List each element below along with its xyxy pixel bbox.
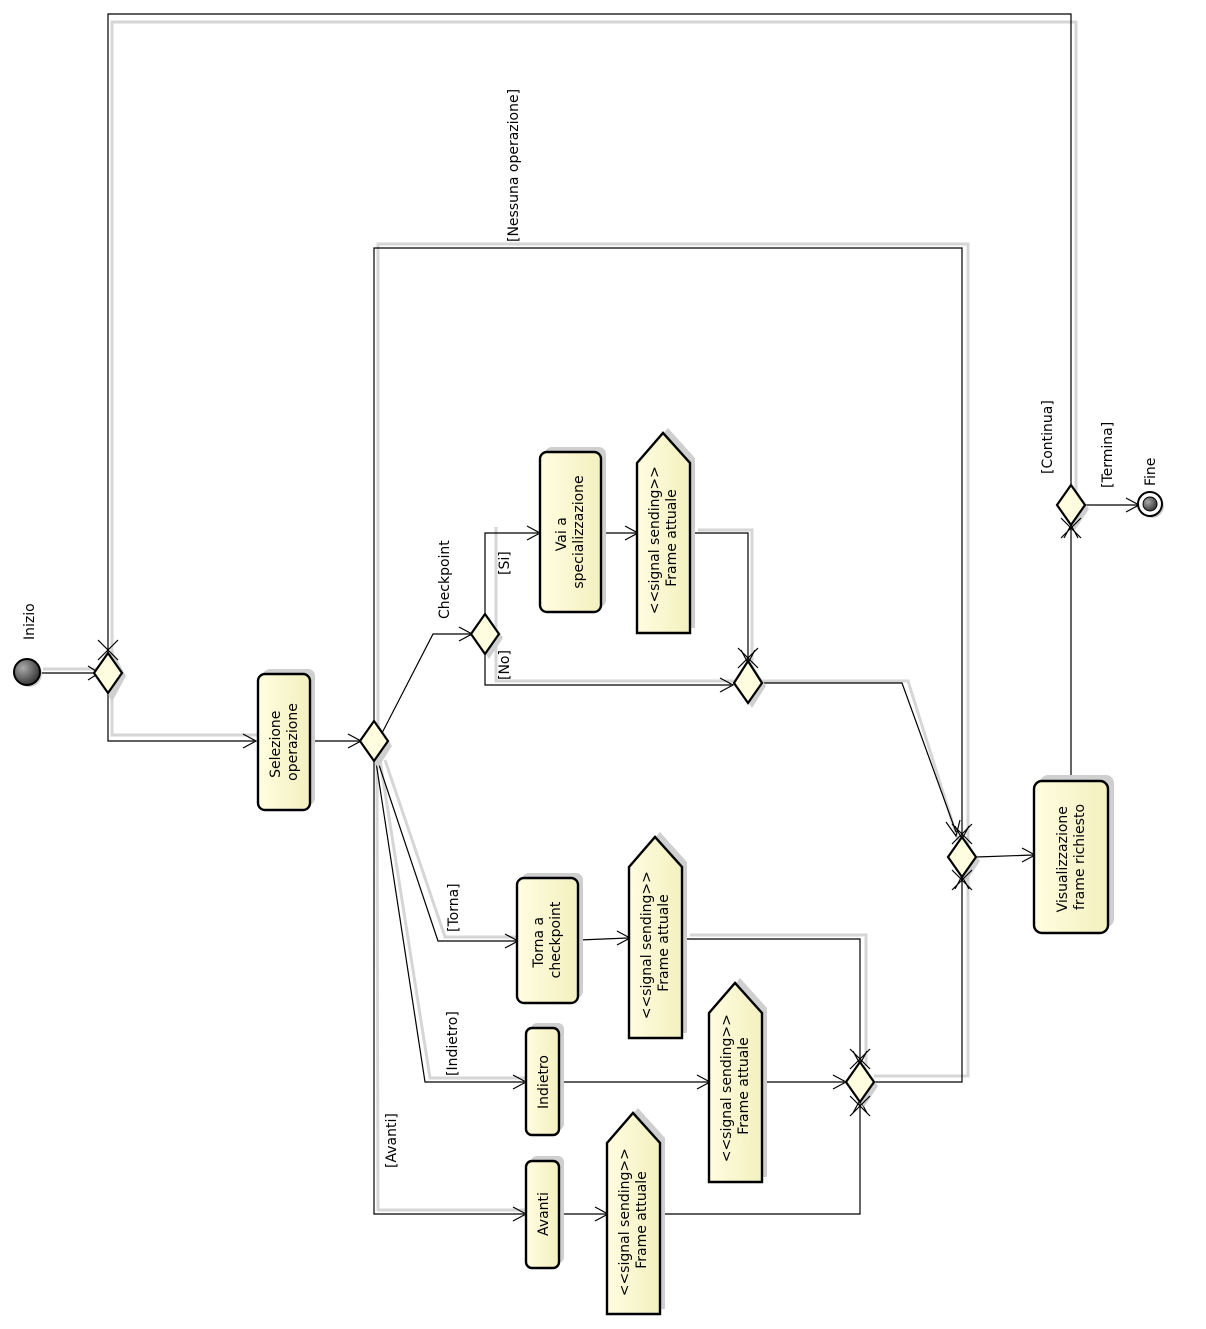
action-selezione-operazione: Selezione operazione: [256, 669, 315, 812]
action-vai-a-specializzazione-label: Vai a specializzazione: [554, 475, 587, 588]
merge-navigation: [844, 1048, 878, 1117]
guard-nessuna-operazione: [Nessuna operazione]: [506, 89, 522, 242]
edge-merge-to-selezione: [107, 693, 254, 742]
initial-node: [13, 658, 42, 687]
action-torna-a-checkpoint: Torna a checkpoint: [515, 873, 583, 1005]
guard-termina: [Termina]: [1100, 422, 1116, 488]
edge-nessuna-operazione: [373, 247, 963, 836]
decision-checkpoint: [469, 612, 503, 659]
edge-si: [484, 532, 538, 614]
guard-indietro: [Indietro]: [445, 1011, 461, 1076]
signal-sending-avanti: <<signal sending>> Frame attuale: [605, 1108, 665, 1316]
guard-continua: [Continua]: [1040, 400, 1056, 474]
edge-indietro: [375, 761, 524, 1083]
edge-merge1-to-merge3: [762, 682, 957, 833]
decision-continua-termina: [1055, 483, 1089, 539]
edge-merge2-to-merge3: [874, 878, 963, 1083]
action-indietro-label: Indietro: [536, 1055, 552, 1109]
edge-signal4-to-merge2: [660, 1102, 861, 1215]
action-vai-a-specializzazione: Vai a specializzazione: [538, 447, 606, 614]
guard-si: [Si]: [497, 551, 513, 575]
action-indietro: Indietro: [524, 1023, 564, 1137]
edge-signal2-to-merge2: [683, 938, 861, 1062]
edge-no: [484, 654, 731, 686]
guard-torna: [Torna]: [446, 883, 462, 932]
merge-final: [946, 823, 980, 891]
action-avanti: Avanti: [524, 1156, 564, 1270]
edge-continua-loop: [107, 13, 1072, 663]
action-avanti-label: Avanti: [536, 1192, 552, 1236]
edge-torna-to-signal: [578, 937, 629, 941]
signal-sending-avanti-label: <<signal sending>> Frame attuale: [617, 1144, 650, 1297]
action-visualizzazione-frame-label: Visualizzazione frame richiesto: [1055, 802, 1088, 913]
final-node: [1137, 491, 1164, 518]
action-visualizzazione-frame: Visualizzazione frame richiesto: [1032, 775, 1114, 935]
signal-sending-checkpoint-label: <<signal sending>> Frame attuale: [647, 462, 680, 615]
guard-avanti: [Avanti]: [384, 1113, 400, 1168]
label-inizio: Inizio: [22, 603, 38, 640]
guard-checkpoint: Checkpoint: [437, 540, 453, 619]
edge-merge3-to-visualizzazione: [976, 854, 1034, 858]
arrowheads: [87, 497, 1141, 1222]
signal-sending-torna-label: <<signal sending>> Frame attuale: [639, 867, 672, 1020]
decision-selezione: [358, 719, 392, 768]
action-selezione-operazione-label: Selezione operazione: [268, 703, 301, 781]
edges: [40, 13, 1137, 1215]
edge-signal1-to-merge: [690, 532, 749, 661]
edge-checkpoint: [380, 633, 470, 736]
decision-merge-start: [92, 639, 126, 702]
signal-sending-indietro-label: <<signal sending>> Frame attuale: [719, 1010, 752, 1163]
edge-torna: [377, 761, 516, 942]
guard-no: [No]: [497, 650, 513, 680]
label-fine: Fine: [1143, 458, 1159, 486]
signal-sending-indietro: <<signal sending>> Frame attuale: [707, 978, 767, 1184]
signal-sending-torna: <<signal sending>> Frame attuale: [627, 832, 687, 1040]
action-torna-a-checkpoint-label: Torna a checkpoint: [531, 901, 564, 978]
merge-checkpoint: [732, 647, 766, 708]
signal-sending-checkpoint: <<signal sending>> Frame attuale: [635, 428, 695, 635]
edge-avanti: [373, 762, 524, 1215]
